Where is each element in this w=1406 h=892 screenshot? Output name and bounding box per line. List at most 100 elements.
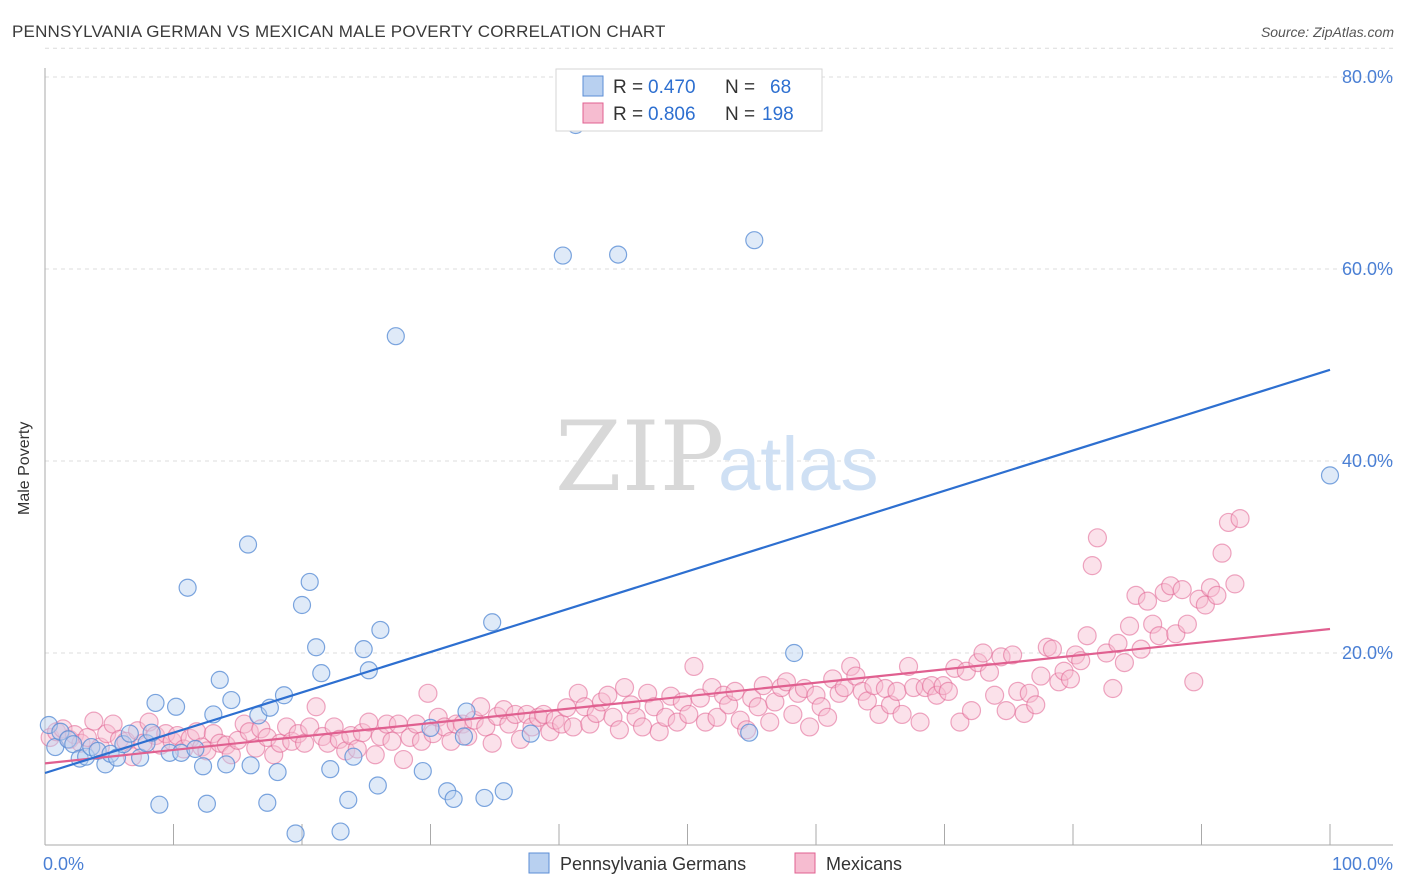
data-point-mexicans xyxy=(609,720,629,740)
data-point-mexicans xyxy=(961,700,982,721)
y-tick-label: 20.0% xyxy=(1342,643,1393,663)
bottom-legend-swatch-pg xyxy=(528,852,550,874)
data-point-mexicans xyxy=(1103,678,1123,699)
data-point-mexicans xyxy=(713,685,734,705)
data-point-mexicans xyxy=(811,697,831,717)
data-point-pennsylvania-germans xyxy=(120,724,139,743)
legend-n-label-2: N = xyxy=(725,104,755,125)
data-point-mexicans xyxy=(1212,543,1232,563)
x-tick-label: 0.0% xyxy=(43,854,84,874)
data-point-mexicans xyxy=(1108,633,1128,654)
data-point-pennsylvania-germans xyxy=(258,793,277,812)
watermark-zip: ZIP xyxy=(555,401,724,513)
trend-line-mexicans xyxy=(44,627,1331,765)
data-point-pennsylvania-germans xyxy=(312,664,331,683)
data-point-pennsylvania-germans xyxy=(96,755,115,774)
data-point-mexicans xyxy=(852,681,872,702)
data-point-mexicans xyxy=(996,700,1016,721)
grid-lines xyxy=(45,47,1393,654)
data-point-mexicans xyxy=(522,717,542,737)
y-tick-label: 40.0% xyxy=(1342,451,1393,471)
data-point-mexicans xyxy=(1087,528,1108,548)
data-point-pennsylvania-germans xyxy=(444,789,463,809)
data-point-mexicans xyxy=(418,683,438,703)
data-point-mexicans xyxy=(707,707,727,727)
data-point-mexicans xyxy=(563,717,583,737)
mexicans-points xyxy=(40,508,1250,770)
data-point-mexicans xyxy=(471,697,491,717)
data-point-mexicans xyxy=(598,685,618,705)
data-point-mexicans xyxy=(239,722,259,742)
pennsylvania-germans-points xyxy=(39,115,1340,843)
data-point-mexicans xyxy=(887,681,907,702)
data-point-mexicans xyxy=(979,662,1000,682)
data-point-pennsylvania-germans xyxy=(454,727,474,746)
data-point-mexicans xyxy=(1225,574,1245,594)
data-point-pennsylvania-germans xyxy=(39,715,58,735)
data-point-mexicans xyxy=(1184,672,1204,692)
data-point-mexicans xyxy=(632,717,653,737)
data-point-pennsylvania-germans xyxy=(339,790,358,809)
data-point-pennsylvania-germans xyxy=(344,747,363,766)
data-point-mexicans xyxy=(352,723,372,743)
data-point-pennsylvania-germans xyxy=(292,595,312,615)
data-point-mexicans xyxy=(927,685,947,705)
data-point-mexicans xyxy=(1177,614,1197,634)
data-point-pennsylvania-germans xyxy=(307,638,326,657)
data-point-mexicans xyxy=(365,745,385,765)
data-point-pennsylvania-germans xyxy=(51,722,70,741)
data-point-mexicans xyxy=(329,729,349,750)
data-point-pennsylvania-germans xyxy=(114,735,133,754)
data-point-mexicans xyxy=(1172,580,1192,600)
data-point-pennsylvania-germans xyxy=(321,760,340,779)
data-point-pennsylvania-germans xyxy=(553,246,572,265)
trend-lines xyxy=(44,368,1331,775)
data-point-mexicans xyxy=(614,677,635,698)
data-point-pennsylvania-germans xyxy=(268,762,287,782)
legend-n-value-2: 198 xyxy=(762,104,794,125)
data-point-mexicans xyxy=(817,707,838,727)
data-point-mexicans xyxy=(411,731,432,751)
data-point-pennsylvania-germans xyxy=(521,724,540,743)
data-point-mexicans xyxy=(753,676,773,696)
data-point-mexicans xyxy=(737,720,757,740)
bottom-legend-swatch-mex xyxy=(794,852,816,874)
data-point-pennsylvania-germans xyxy=(166,697,186,716)
legend-swatch-blue xyxy=(582,75,604,97)
legend-r-label-1: R = xyxy=(613,77,643,98)
data-point-pennsylvania-germans xyxy=(331,822,350,841)
x-tick-labels: 0.0% 100.0% xyxy=(43,854,1393,874)
data-point-pennsylvania-germans xyxy=(300,572,319,592)
data-point-mexicans xyxy=(1230,508,1250,529)
data-point-mexicans xyxy=(656,707,676,727)
data-point-mexicans xyxy=(1149,626,1169,646)
data-point-mexicans xyxy=(482,733,502,753)
trend-line-pennsylvania-germans xyxy=(44,368,1331,775)
data-point-mexicans xyxy=(458,726,478,747)
data-point-pennsylvania-germans xyxy=(1320,466,1340,485)
data-point-mexicans xyxy=(973,643,993,663)
data-point-pennsylvania-germans xyxy=(193,757,213,776)
data-point-pennsylvania-germans xyxy=(222,690,241,710)
data-point-mexicans xyxy=(765,692,785,712)
data-point-mexicans xyxy=(933,676,953,696)
data-point-mexicans xyxy=(264,745,284,765)
data-point-pennsylvania-germans xyxy=(354,640,373,659)
data-point-mexicans xyxy=(510,729,531,750)
data-point-mexicans xyxy=(667,712,687,732)
data-point-pennsylvania-germans xyxy=(745,231,764,250)
data-point-pennsylvania-germans xyxy=(413,761,432,781)
chart-title: PENNSYLVANIA GERMAN VS MEXICAN MALE POVE… xyxy=(12,22,666,41)
data-point-mexicans xyxy=(1026,695,1046,715)
legend-n-label-1: N = xyxy=(725,77,755,98)
data-point-mexicans xyxy=(393,749,414,770)
data-point-pennsylvania-germans xyxy=(785,643,804,663)
legend-r-label-2: R = xyxy=(613,104,643,125)
data-point-mexicans xyxy=(1031,666,1051,686)
data-point-pennsylvania-germans xyxy=(371,620,390,640)
data-point-mexicans xyxy=(834,677,854,698)
data-point-mexicans xyxy=(829,683,849,703)
data-point-mexicans xyxy=(1077,626,1097,646)
data-point-mexicans xyxy=(382,731,402,751)
